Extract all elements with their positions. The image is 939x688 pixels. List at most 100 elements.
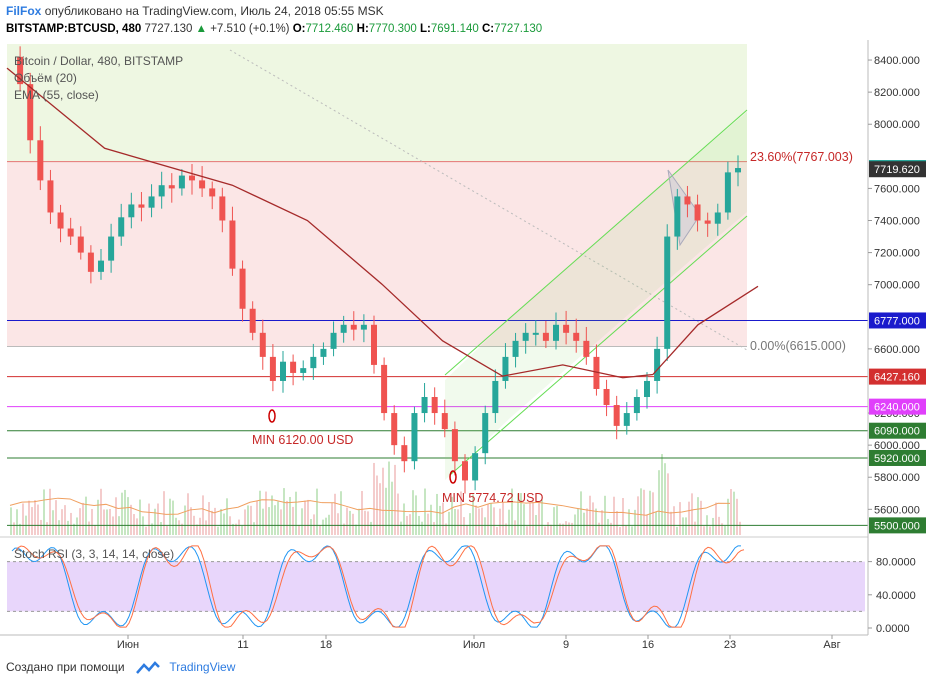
- volume-bar: [55, 500, 57, 535]
- volume-bar: [232, 523, 234, 535]
- candle-body: [492, 380, 499, 414]
- candle-body: [209, 188, 216, 197]
- volume-bar: [451, 496, 453, 535]
- candle-body: [391, 413, 398, 446]
- volume-bar: [664, 463, 666, 535]
- volume-bar: [34, 500, 36, 535]
- volume-bar: [115, 497, 117, 535]
- candle-body: [148, 196, 155, 208]
- volume-bar: [454, 509, 456, 535]
- price-marker-box: [869, 368, 926, 385]
- volume-bar: [352, 513, 354, 535]
- volume-bar: [310, 518, 312, 535]
- volume-bar: [298, 524, 300, 535]
- volume-bar: [553, 507, 555, 535]
- candle-body: [714, 212, 721, 224]
- volume-bar: [46, 522, 48, 535]
- volume-bar: [367, 511, 369, 535]
- volume-bar: [391, 481, 393, 535]
- time-axis-label: 9: [563, 639, 569, 651]
- candle-body: [158, 185, 165, 197]
- high-value: 7770.300: [368, 23, 417, 35]
- volume-bar: [172, 500, 174, 535]
- candle-body: [553, 324, 559, 341]
- open-value: 7712.460: [305, 23, 354, 35]
- candle-body: [724, 172, 731, 213]
- volume-bar: [121, 492, 123, 535]
- volume-bar: [463, 517, 465, 535]
- volume-bar: [511, 488, 513, 535]
- volume-bar: [559, 523, 561, 535]
- volume-bar: [169, 498, 171, 535]
- volume-bar: [580, 491, 582, 535]
- author-link[interactable]: FilFox: [6, 4, 42, 18]
- volume-bar: [292, 506, 294, 535]
- price-marker-label: 6090.000: [874, 426, 920, 438]
- volume-bar: [70, 512, 72, 535]
- volume-bar: [460, 491, 462, 535]
- volume-bar: [709, 526, 711, 535]
- volume-bar: [634, 509, 636, 535]
- volume-bar: [157, 503, 159, 535]
- candle-body: [77, 236, 84, 253]
- volume-bar: [730, 489, 732, 535]
- candle-body: [269, 356, 276, 381]
- price-axis-label: 7000.000: [874, 280, 920, 292]
- volume-bar: [58, 520, 60, 535]
- volume-bar: [226, 498, 228, 535]
- volume-bar: [361, 490, 363, 535]
- candle-body: [664, 236, 671, 349]
- candle-body: [168, 185, 175, 189]
- candle-body: [340, 324, 347, 333]
- volume-bar: [616, 511, 618, 535]
- volume-bar: [214, 507, 216, 535]
- volume-bar: [349, 510, 351, 535]
- price-marker-label: 6240.000: [874, 402, 920, 414]
- candle-body: [87, 252, 94, 272]
- time-axis-label: Июл: [463, 639, 485, 651]
- volume-bar: [682, 517, 684, 535]
- volume-bar: [304, 500, 306, 535]
- price-axis-label: 7200.000: [874, 248, 920, 260]
- volume-bar: [397, 493, 399, 535]
- candle-body: [502, 356, 509, 381]
- volume-bar: [571, 522, 573, 535]
- volume-bar: [31, 507, 33, 535]
- price-axis-label: 8200.000: [874, 87, 920, 99]
- volume-bar: [529, 502, 531, 535]
- price-chart[interactable]: 8400.000 8200.000 8000.000 7600.000 7400.000…: [0, 40, 939, 655]
- channel-upper-line: [444, 109, 748, 376]
- volume-bar: [91, 508, 93, 535]
- volume-bar: [94, 525, 96, 535]
- volume-bar: [496, 526, 498, 535]
- volume-bar: [43, 489, 45, 535]
- tradingview-link[interactable]: TradingView: [169, 660, 236, 674]
- volume-bar: [592, 502, 594, 535]
- volume-bar: [649, 490, 651, 535]
- volume-bar: [622, 498, 624, 535]
- high-label: H:: [356, 23, 369, 35]
- candle-body: [239, 268, 246, 309]
- fib-zone-lower: [7, 161, 747, 347]
- volume-bar: [76, 517, 78, 535]
- volume-bar: [442, 502, 444, 535]
- candle-body: [431, 397, 438, 414]
- volume-bar: [301, 508, 303, 535]
- price-marker-box: [869, 398, 926, 415]
- volume-bar: [637, 496, 639, 535]
- volume-bar: [544, 526, 546, 535]
- volume-bar: [190, 507, 192, 535]
- volume-bar: [316, 488, 318, 535]
- min-marker-1: [268, 409, 276, 423]
- volume-bar: [403, 503, 405, 535]
- volume-bar: [394, 464, 396, 535]
- volume-bar: [415, 495, 417, 535]
- volume-bar: [187, 493, 189, 535]
- volume-bar: [166, 526, 168, 535]
- volume-bar: [106, 509, 108, 535]
- created-with-label: Создано при помощи: [6, 660, 125, 674]
- volume-bar: [472, 494, 474, 535]
- volume-bar: [148, 503, 150, 535]
- volume-bar: [739, 521, 741, 535]
- candle-body: [350, 324, 357, 330]
